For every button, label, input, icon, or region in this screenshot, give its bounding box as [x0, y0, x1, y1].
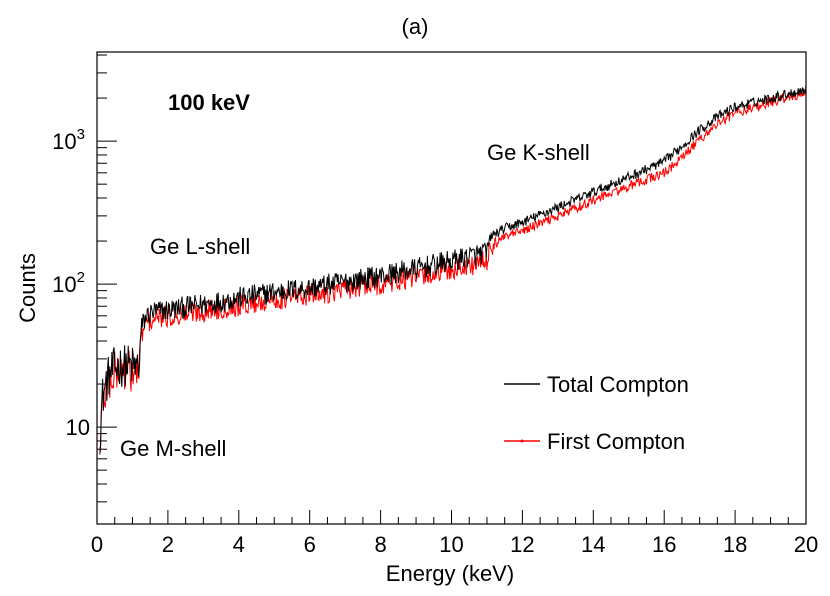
x-tick-label: 12 [510, 532, 534, 557]
legend: Total Compton First Compton [504, 372, 689, 454]
legend-label-total: Total Compton [547, 372, 689, 397]
legend-label-first: First Compton [547, 429, 685, 454]
x-tick-label: 2 [162, 532, 174, 557]
y-tick-label: 103 [52, 126, 85, 154]
x-tick-label: 18 [723, 532, 747, 557]
x-axis-label: Energy (keV) [386, 561, 514, 586]
series-layer [99, 84, 807, 455]
x-tick-label: 4 [233, 532, 245, 557]
x-tick-label: 16 [652, 532, 676, 557]
m-shell-annotation: Ge M-shell [120, 436, 226, 461]
y-axis: 10 102 103 [52, 54, 117, 503]
y-axis-label: Counts [15, 253, 40, 323]
k-shell-annotation: Ge K-shell [487, 140, 590, 165]
x-tick-label: 20 [794, 532, 818, 557]
energy-annotation: 100 keV [168, 90, 250, 115]
x-tick-label: 10 [439, 532, 463, 557]
x-tick-label: 8 [374, 532, 386, 557]
x-tick-label: 14 [581, 532, 605, 557]
x-axis: 0 2 4 6 8 10 12 14 16 18 20 [91, 510, 818, 557]
y-tick-label: 102 [52, 269, 85, 297]
x-tick-label: 6 [304, 532, 316, 557]
series-total-compton [99, 84, 807, 455]
legend-marker-first [520, 439, 524, 443]
l-shell-annotation: Ge L-shell [150, 234, 250, 259]
series-first-compton [99, 87, 807, 452]
chart-title: (a) [402, 14, 429, 39]
x-tick-label: 0 [91, 532, 103, 557]
y-tick-label: 10 [66, 415, 90, 440]
